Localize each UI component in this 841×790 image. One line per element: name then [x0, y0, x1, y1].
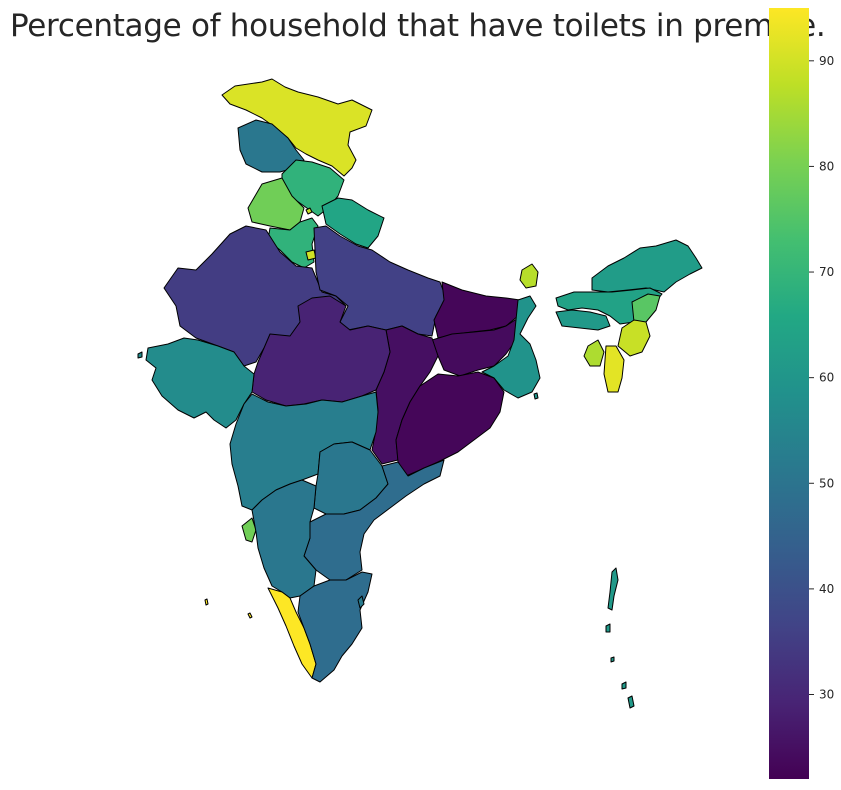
region-uttar-pradesh[interactable]: [313, 225, 447, 337]
colorbar-tick-label: 60: [819, 371, 834, 385]
region-chandigarh[interactable]: [305, 207, 313, 215]
minor-island-east: [533, 392, 539, 400]
region-odisha[interactable]: [395, 371, 505, 477]
region-andhra-pradesh[interactable]: [303, 459, 445, 581]
colorbar-tick-label: 90: [819, 54, 834, 68]
colorbar: 30 40 50 60 70 80 90: [769, 8, 834, 779]
india-choropleth-map: [137, 78, 703, 709]
region-karnataka[interactable]: [251, 479, 317, 599]
region-arunachal-pradesh[interactable]: [591, 239, 703, 293]
colorbar-ticks: 30 40 50 60 70 80 90: [809, 54, 834, 702]
region-madhya-pradesh[interactable]: [251, 295, 391, 407]
colorbar-tick-label: 30: [819, 688, 834, 702]
map-title: Percentage of household that have toilet…: [10, 8, 826, 44]
region-bihar[interactable]: [433, 281, 521, 339]
minor-island-south-nicobar: [610, 656, 627, 690]
region-meghalaya[interactable]: [555, 309, 611, 331]
region-andaman-nicobar[interactable]: [605, 567, 635, 709]
region-manipur[interactable]: [617, 319, 651, 357]
region-tamil-nadu[interactable]: [297, 571, 373, 683]
minor-island-west: [137, 351, 143, 359]
colorbar-gradient: [769, 8, 809, 779]
colorbar-tick-label: 80: [819, 159, 834, 173]
region-delhi[interactable]: [305, 249, 317, 261]
region-mizoram[interactable]: [603, 345, 625, 393]
region-gujarat[interactable]: [145, 337, 255, 429]
colorbar-tick-label: 50: [819, 476, 834, 490]
region-tripura[interactable]: [583, 339, 605, 367]
colorbar-tick-label: 40: [819, 582, 834, 596]
colorbar-tick-label: 70: [819, 265, 834, 279]
region-west-bengal[interactable]: [481, 295, 541, 399]
region-goa[interactable]: [241, 517, 257, 543]
region-sikkim[interactable]: [519, 263, 539, 289]
region-puducherry[interactable]: [357, 595, 365, 609]
region-uttarakhand[interactable]: [321, 197, 385, 249]
region-lakshadweep[interactable]: [204, 598, 253, 619]
